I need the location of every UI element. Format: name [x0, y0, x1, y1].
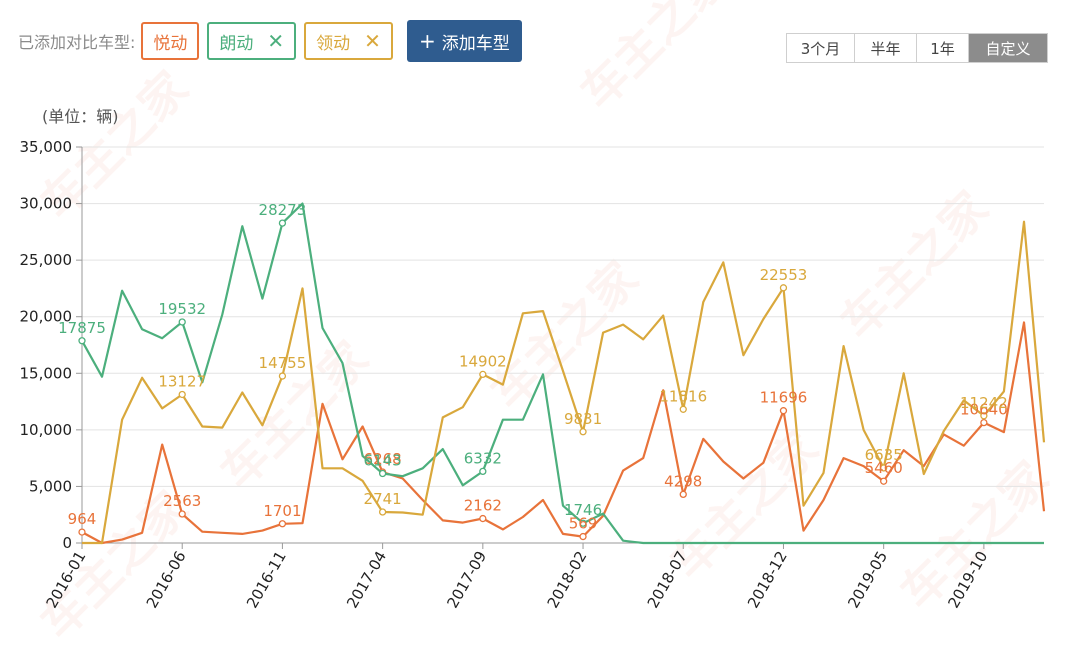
add-model-button[interactable]: + 添加车型	[406, 20, 522, 62]
y-tick-label: 20,000	[20, 308, 73, 326]
data-point	[479, 514, 487, 523]
data-label: 4298	[664, 472, 702, 490]
add-model-label: 添加车型	[441, 33, 510, 54]
model-tag-lingdong[interactable]: 领动 ✕	[304, 22, 393, 60]
data-point	[278, 520, 287, 528]
data-label: 6332	[464, 449, 502, 467]
data-label: 22553	[760, 266, 808, 284]
data-label: 1746	[564, 501, 602, 519]
data-label: 28273	[259, 201, 307, 219]
x-tick-label: 2016-11	[243, 548, 290, 611]
y-tick-label: 25,000	[20, 251, 73, 269]
model-tag-yuedong[interactable]: 悦动	[141, 22, 200, 60]
range-1-year-button[interactable]: 1年	[917, 34, 969, 62]
x-tick-label: 2016-01	[43, 548, 90, 611]
unit-label: (单位：辆)	[42, 107, 119, 126]
data-label: 5460	[865, 459, 903, 477]
data-point	[178, 318, 186, 326]
model-tag-label: 朗动	[219, 33, 254, 54]
data-label: 9831	[564, 410, 602, 428]
x-tick-label: 2018-07	[644, 548, 691, 611]
data-point	[980, 412, 988, 420]
model-tag-langdong[interactable]: 朗动 ✕	[207, 22, 297, 60]
series-line-领动	[82, 220, 1046, 545]
range-half-year-button[interactable]: 半年	[855, 34, 917, 62]
data-label: 14755	[259, 354, 307, 372]
data-point	[579, 532, 587, 541]
data-label: 17875	[58, 319, 106, 337]
data-label: 11816	[659, 387, 707, 405]
data-point	[579, 428, 587, 436]
y-tick-label: 0	[62, 534, 72, 552]
data-label: 19532	[158, 300, 206, 318]
data-label: 2563	[163, 492, 201, 510]
data-point	[679, 490, 687, 499]
close-icon[interactable]: ✕	[364, 29, 381, 53]
data-point	[378, 508, 387, 516]
y-tick-label: 15,000	[20, 364, 73, 382]
x-tick-label: 2019-10	[944, 548, 991, 611]
data-point	[679, 405, 687, 413]
model-tag-label: 悦动	[153, 33, 188, 54]
data-label: 6143	[364, 451, 402, 469]
x-tick-label: 2018-02	[544, 548, 591, 611]
series-line-朗动	[81, 202, 1044, 545]
data-point	[579, 519, 587, 527]
y-tick-label: 30,000	[20, 195, 73, 213]
x-tick-label: 2017-04	[343, 548, 390, 611]
model-tag-label: 领动	[316, 33, 351, 54]
data-label: 2741	[364, 490, 402, 508]
plus-icon: +	[418, 29, 436, 53]
data-label: 10640	[960, 401, 1008, 419]
data-label: 11242	[960, 394, 1008, 412]
data-label: 569	[569, 515, 598, 533]
compare-bar: 已添加对比车型: 悦动 朗动 ✕ 领动 ✕ + 添加车型	[18, 20, 522, 62]
x-tick-label: 2016-06	[143, 548, 190, 611]
data-point	[880, 464, 888, 472]
data-point	[278, 219, 287, 227]
data-label: 2162	[464, 497, 502, 515]
y-tick-label: 10,000	[20, 421, 73, 439]
data-label: 14902	[459, 352, 507, 370]
data-label: 6268	[364, 450, 402, 468]
data-point	[779, 407, 788, 415]
data-point	[278, 372, 287, 380]
data-point	[378, 469, 387, 478]
range-3-months-button[interactable]: 3个月	[787, 34, 855, 62]
data-point	[78, 528, 86, 536]
time-range-selector: 3个月 半年 1年 自定义	[786, 33, 1048, 63]
data-point	[479, 370, 487, 379]
close-icon[interactable]: ✕	[267, 29, 285, 53]
x-tick-label: 2017-09	[443, 548, 490, 611]
compare-label: 已添加对比车型:	[18, 33, 136, 52]
x-tick-label: 2018-12	[744, 548, 791, 611]
x-tick-label: 2019-05	[844, 548, 891, 611]
data-label: 13127	[158, 372, 206, 390]
data-label: 11696	[760, 389, 808, 407]
range-custom-button[interactable]: 自定义	[969, 34, 1047, 62]
y-tick-label: 5,000	[29, 477, 72, 495]
data-point	[779, 284, 788, 292]
data-point	[479, 467, 487, 476]
y-tick-label: 35,000	[20, 138, 73, 156]
data-label: 6635	[865, 446, 903, 464]
data-label: 964	[68, 510, 97, 528]
data-label: 1701	[263, 502, 301, 520]
data-point	[78, 337, 86, 345]
data-point	[178, 390, 186, 399]
data-point	[880, 477, 888, 485]
data-point	[980, 418, 988, 427]
data-point	[178, 510, 186, 518]
